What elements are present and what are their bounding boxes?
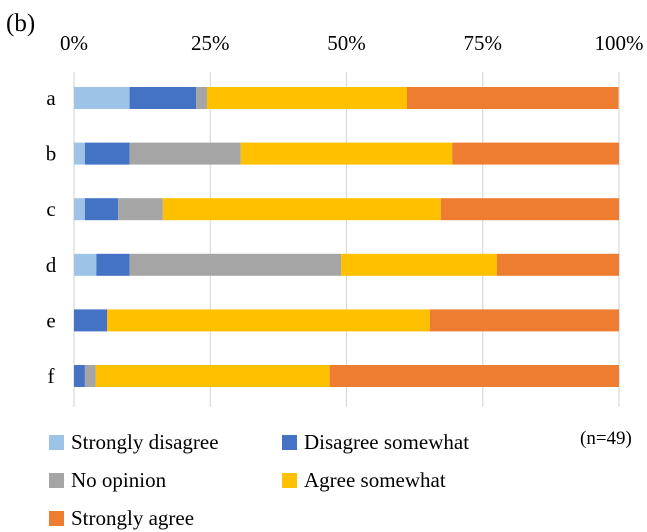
bar-segment xyxy=(84,198,119,221)
legend-label: Agree somewhat xyxy=(304,468,446,492)
category-label: c xyxy=(46,197,55,221)
x-tick-label: 25% xyxy=(191,31,230,55)
panel-label: (b) xyxy=(6,10,36,37)
x-axis-ticks: 0% 25% 50% 75% 100% xyxy=(60,31,644,55)
x-tick-label: 50% xyxy=(327,31,366,55)
legend-label: Strongly agree xyxy=(71,506,195,530)
bar-segment xyxy=(96,253,130,276)
legend-swatch xyxy=(282,473,297,488)
bar-segment xyxy=(440,198,619,221)
x-tick-label: 100% xyxy=(595,31,644,55)
bar-segment xyxy=(107,309,430,332)
bar-segment xyxy=(74,365,85,387)
category-label: a xyxy=(46,86,56,110)
bar-segment xyxy=(84,142,130,165)
bar-segment xyxy=(341,253,497,276)
legend-item: Disagree somewhat xyxy=(282,430,469,455)
legend-item: Strongly disagree xyxy=(49,430,219,455)
bar-segment xyxy=(329,365,619,387)
legend-swatch xyxy=(282,435,297,450)
bar-segment xyxy=(74,142,85,165)
bar-segment xyxy=(129,142,241,165)
bar-segment xyxy=(74,198,85,221)
legend-label: Disagree somewhat xyxy=(304,430,470,454)
bar-segment xyxy=(129,87,197,109)
legend-item: No opinion xyxy=(49,468,166,493)
bar-segment xyxy=(118,198,163,221)
bar-segment xyxy=(406,87,619,109)
sample-size-note: (n=49) xyxy=(580,428,632,449)
bar-segment xyxy=(496,253,619,276)
legend-label: No opinion xyxy=(71,468,167,492)
bars xyxy=(74,87,619,387)
legend-swatch xyxy=(49,511,64,526)
category-labels: a b c d e f xyxy=(46,86,57,388)
x-tick-label: 75% xyxy=(464,31,503,55)
bar-segment xyxy=(74,87,130,109)
legend-item: Strongly agree xyxy=(49,506,194,531)
bar-segment xyxy=(74,253,97,276)
legend-swatch xyxy=(49,435,64,450)
bar-segment xyxy=(84,365,96,387)
bar-segment xyxy=(429,309,619,332)
category-label: b xyxy=(46,142,57,166)
legend-item: Agree somewhat xyxy=(282,468,446,493)
x-tick-label: 0% xyxy=(60,31,88,55)
legend-label: Strongly disagree xyxy=(71,430,219,454)
category-label: e xyxy=(46,308,55,332)
gridlines xyxy=(73,72,620,407)
category-label: f xyxy=(48,364,55,388)
bar-segment xyxy=(240,142,453,165)
bar-segment xyxy=(74,309,108,332)
bar-segment xyxy=(95,365,330,387)
category-label: d xyxy=(46,253,57,277)
bar-segment xyxy=(196,87,207,109)
stacked-bar-chart: 0% 25% 50% 75% 100% a b c d e f xyxy=(46,31,644,407)
bar-segment xyxy=(162,198,441,221)
bar-segment xyxy=(129,253,342,276)
bar-segment xyxy=(452,142,619,165)
legend-swatch xyxy=(49,473,64,488)
bar-segment xyxy=(206,87,407,109)
